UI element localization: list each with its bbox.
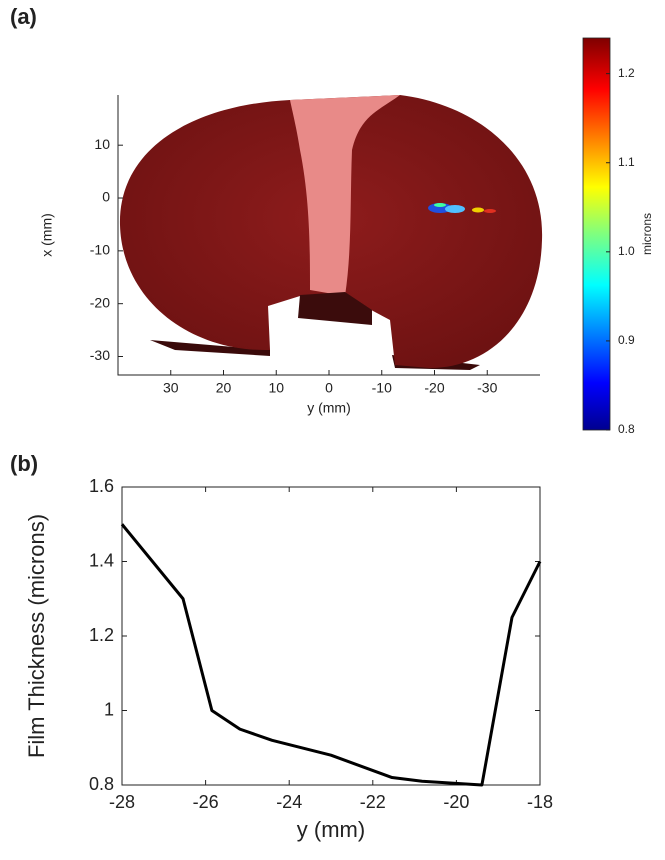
contact-patch — [484, 209, 496, 213]
data-line — [122, 524, 540, 785]
y-tick-label: 1.4 — [89, 550, 114, 570]
x-tick-label: -30 — [477, 380, 497, 396]
colorbar-tick-label: 0.9 — [618, 333, 635, 347]
colorbar-tick-label: 0.8 — [618, 422, 635, 436]
panel-label: (b) — [10, 451, 38, 476]
y-tick-label: 0 — [102, 189, 110, 205]
x-tick-label: -20 — [443, 792, 469, 812]
y-tick-label: -30 — [90, 347, 110, 363]
y-tick-label: -20 — [90, 294, 110, 310]
x-tick-label: -10 — [372, 380, 392, 396]
x-tick-label: -20 — [424, 380, 444, 396]
y-tick-label: 1.2 — [89, 625, 114, 645]
x-tick-label: -28 — [109, 792, 135, 812]
contact-patch — [472, 208, 484, 213]
x-tick-label: -26 — [193, 792, 219, 812]
colorbar-tick-label: 1.0 — [618, 244, 635, 258]
colorbar-tick-label: 1.2 — [618, 66, 635, 80]
knee-render — [120, 95, 542, 370]
x-tick-label: -22 — [360, 792, 386, 812]
panel-label: (a) — [10, 4, 37, 29]
x-tick-label: 0 — [325, 380, 333, 396]
y-tick-label: 1 — [104, 699, 114, 719]
x-tick-label: -24 — [276, 792, 302, 812]
figure: (a) 30 20 10 0 -10 -20 -30 10 0 -10 -20 -30 y (mm) x (… — [0, 0, 665, 860]
y-axis-label: x (mm) — [39, 213, 55, 257]
colorbar-label: microns — [640, 213, 654, 255]
y-tick-label: 1.6 — [89, 476, 114, 496]
x-axis-label: y (mm) — [297, 817, 365, 842]
colorbar — [583, 38, 610, 430]
colorbar-tick-label: 1.1 — [618, 155, 635, 169]
page: {"chart_data": [ {"type": "surface", "pa… — [0, 0, 665, 860]
x-tick-label: 10 — [268, 380, 284, 396]
x-axis-label: y (mm) — [307, 400, 351, 416]
contact-patch — [434, 203, 446, 207]
y-tick-label: -10 — [90, 242, 110, 258]
x-tick-label: 30 — [163, 380, 179, 396]
plot-frame — [122, 487, 540, 785]
contact-patch — [445, 205, 465, 213]
y-tick-label: 10 — [94, 136, 110, 152]
x-tick-label: -18 — [527, 792, 553, 812]
x-tick-label: 20 — [216, 380, 232, 396]
y-tick-label: 0.8 — [89, 774, 114, 794]
y-axis-label: Film Thickness (microns) — [24, 514, 49, 758]
